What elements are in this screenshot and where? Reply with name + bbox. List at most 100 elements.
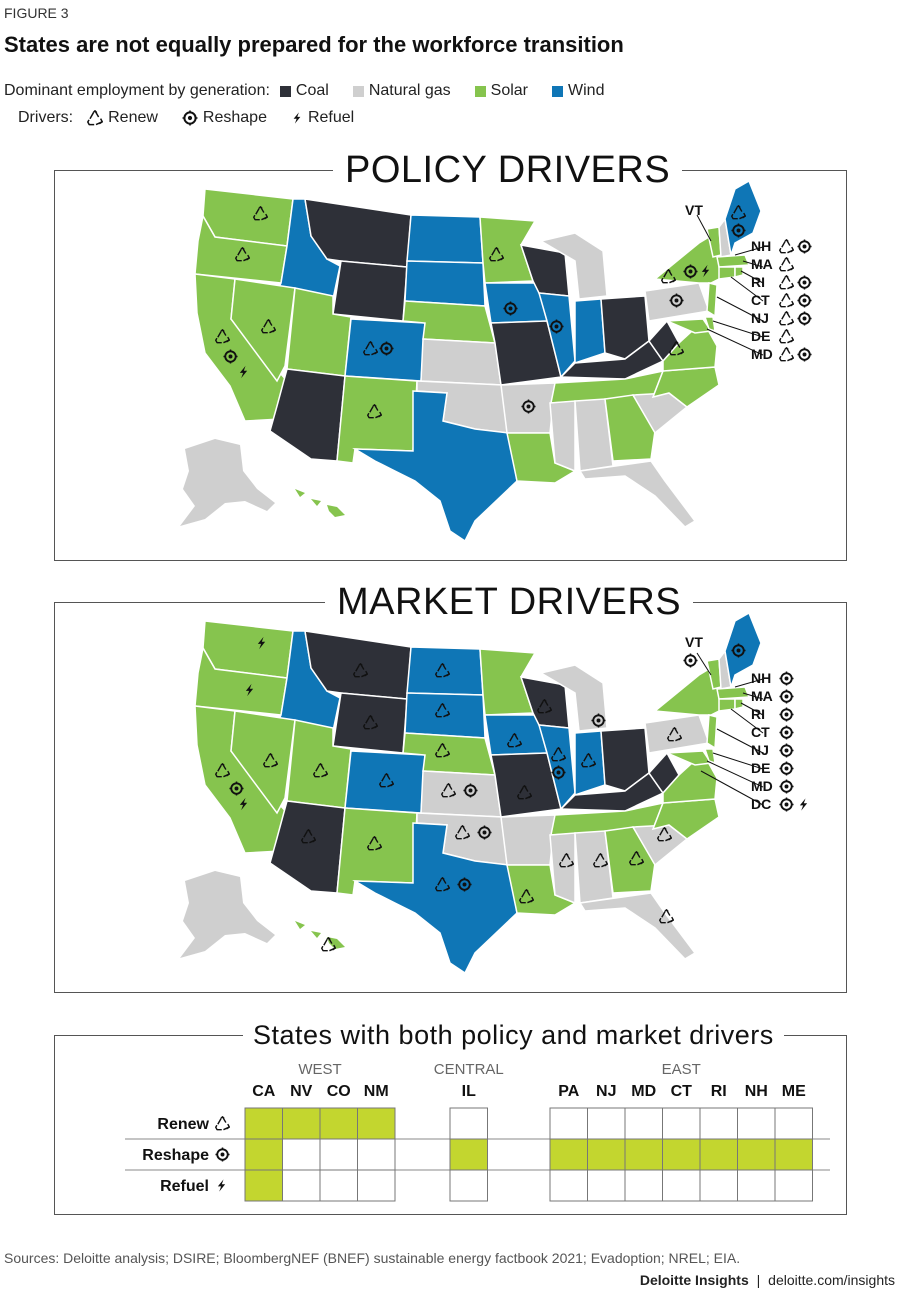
callout-label-de: DE [751,760,770,776]
recycle-icon [779,347,794,362]
callout-label-nj: NJ [751,742,769,758]
market-leader-lines [696,652,764,806]
table-cell [699,1107,738,1140]
policy-leader-lines [696,214,764,356]
state-ms [549,832,576,905]
target-icon [683,653,698,668]
lightning-icon [291,110,303,126]
state-in [574,730,606,797]
both-drivers-panel: WEST CA NV CO NM CENTRAL IL EAST PA NJ MD CT RI NH ME R… [54,1020,847,1215]
target-icon [797,311,812,326]
alaska [180,871,275,958]
target-icon [797,239,812,254]
alaska [180,439,275,526]
market-panel-title: MARKET DRIVERS [325,581,694,624]
table-cell [624,1169,663,1202]
state-wy [332,692,408,754]
state-ks [420,770,502,818]
figure-label: FIGURE 3 [4,5,69,21]
legend-label: Renew [108,109,158,126]
state-ri [734,266,744,278]
state-header-nm: NM [364,1083,389,1100]
table-cell [282,1169,321,1202]
legend-item-reshape: Reshape [182,109,267,127]
state-header-il: IL [462,1083,476,1100]
recycle-icon [87,110,103,126]
both-drivers-table: WEST CA NV CO NM CENTRAL IL EAST PA NJ MD CT RI NH ME R… [125,1061,830,1202]
table-cell [624,1107,663,1140]
target-icon [797,275,812,290]
legend-label: Natural gas [368,82,451,99]
lightning-icon [799,798,808,811]
table-cell [662,1107,701,1140]
state-co [344,318,426,382]
brand-footer: Deloitte Insights | deloitte.com/insight… [640,1272,895,1288]
target-icon [779,689,794,704]
target-icon [779,797,794,812]
callout-label-nh: NH [751,238,771,254]
table-cell [699,1169,738,1202]
state-ar [500,814,556,866]
table-cell [737,1138,776,1171]
recycle-icon [779,293,794,308]
table-cell [282,1138,321,1171]
table-cell [774,1169,813,1202]
state-ks [420,338,502,386]
row-label-reshape: Reshape [142,1147,209,1164]
hawaii [295,489,345,517]
state-in [574,298,606,365]
state-header-me: ME [782,1083,806,1100]
state-header-ca: CA [252,1083,276,1100]
table-cell [662,1169,701,1202]
state-ri [734,698,744,710]
state-md [666,750,713,766]
target-icon [779,671,794,686]
state-nd [406,646,484,696]
callout-label-ma: MA [751,688,773,704]
legend-item-natural-gas: Natural gas [352,82,451,100]
state-sd [404,260,486,307]
state-fl [578,892,697,960]
natural-gas-swatch [352,85,364,97]
state-de [703,316,716,333]
state-header-nj: NJ [596,1083,616,1100]
target-icon [779,725,794,740]
table-cell [319,1138,358,1171]
policy-panel-title: POLICY DRIVERS [333,149,683,192]
callout-label-dc: DC [751,796,771,812]
table-cell [449,1107,488,1140]
table-cell [549,1169,588,1202]
state-mo [490,320,562,386]
policy-callouts: VT NH MA RI CT NJ DE MD [685,202,812,362]
callout-label-nh: NH [751,670,771,686]
state-mi [539,232,608,300]
legend-label: Coal [295,82,329,99]
state-header-nv: NV [290,1083,313,1100]
target-icon [215,1147,230,1162]
recycle-icon [779,257,794,272]
table-cell [449,1169,488,1202]
table-cell [587,1169,626,1202]
recycle-icon [779,239,794,254]
callout-label-ri: RI [751,274,765,290]
table-cell [699,1138,738,1171]
legend-label: Wind [568,82,605,99]
recycle-icon [779,329,794,344]
state-ma [716,686,751,700]
brand-url: deloitte.com/insights [768,1272,895,1288]
lightning-icon [217,1179,226,1192]
legend-label: Solar [490,82,529,99]
state-ct [718,698,736,712]
table-cell [357,1138,396,1171]
state-header-md: MD [631,1083,656,1100]
coal-swatch [279,85,291,97]
group-label-east: EAST [662,1061,701,1078]
recycle-icon [215,1116,230,1131]
table-cell [357,1169,396,1202]
hawaii [295,921,345,949]
solar-swatch [474,85,486,97]
recycle-icon [779,311,794,326]
state-mo [490,752,562,818]
callout-label-vt: VT [685,202,703,218]
state-header-co: CO [327,1083,351,1100]
